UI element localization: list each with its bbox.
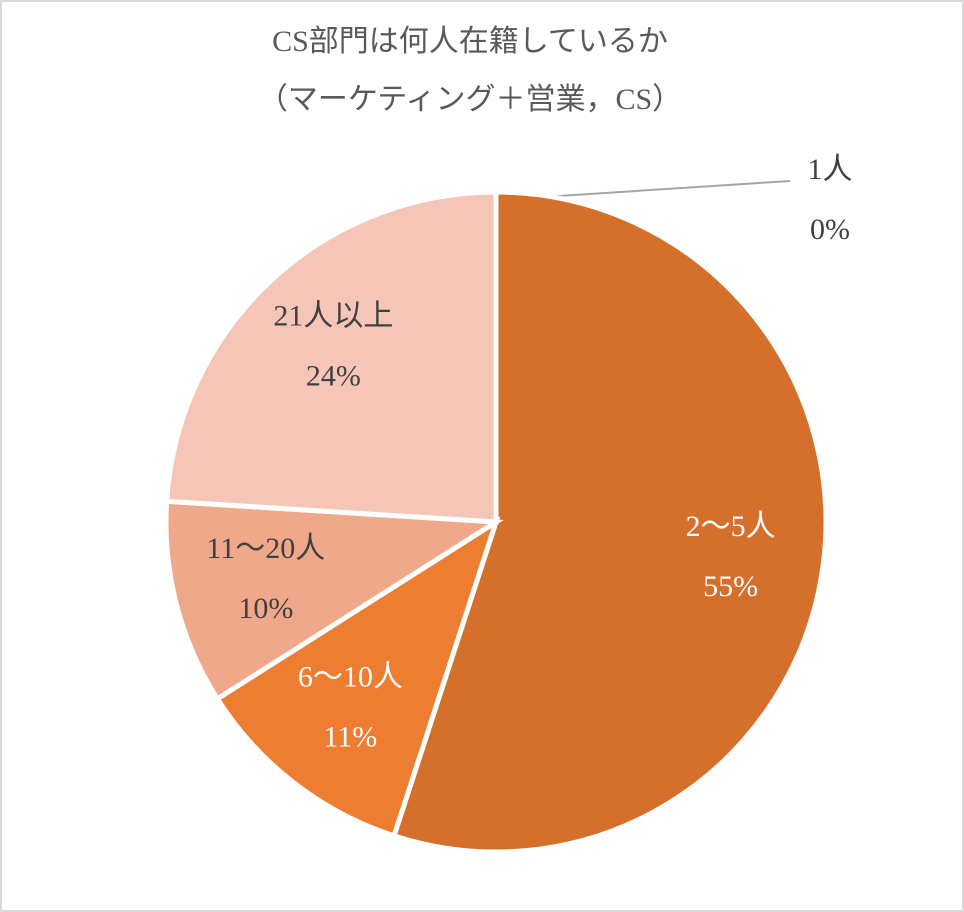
category-label: 2～5人 (686, 510, 776, 543)
chart-title: CS部門は何人在籍しているか (272, 25, 668, 58)
data-label: 11% (323, 721, 377, 754)
category-label: 21人以上 (273, 300, 393, 333)
pie-slice (213, 516, 501, 840)
category-label: 11～20人 (206, 532, 325, 565)
pie-slice (163, 189, 499, 525)
category-label: 6～10人 (298, 661, 403, 694)
pie-slice (390, 189, 829, 855)
pie-slice (163, 498, 504, 703)
category-label: 1人 (808, 153, 853, 186)
data-label: 24% (306, 360, 361, 393)
chart-subtitle: （マーケティング＋営業，CS） (258, 83, 682, 116)
data-label: 0% (810, 213, 850, 246)
data-label: 10% (238, 592, 293, 625)
data-label: 55% (703, 570, 758, 603)
